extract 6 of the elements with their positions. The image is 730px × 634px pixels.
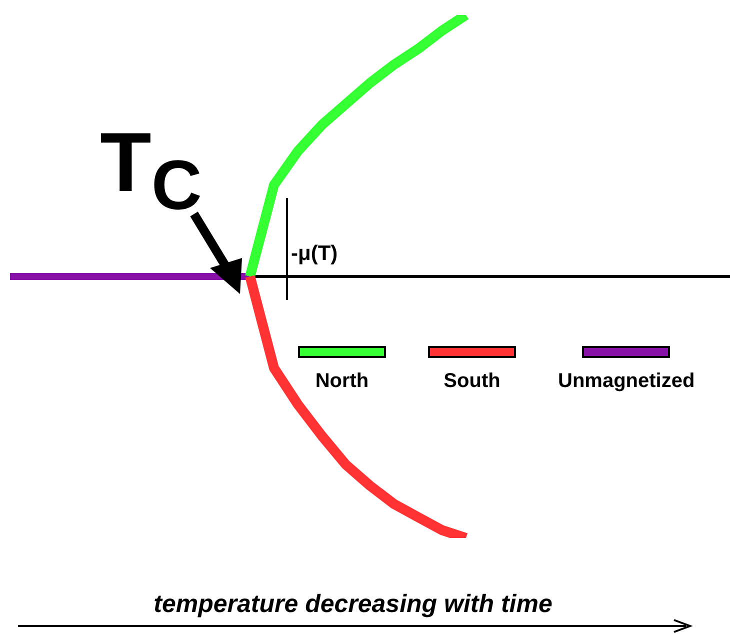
legend-label: Unmagnetized [558,370,695,393]
annotation: -μ(T) [291,242,338,266]
x-axis-title: temperature decreasing with time [152,590,554,619]
legend-label: South [444,370,500,393]
legend-label: North [315,370,369,393]
annotation: T$_{C}$ [100,115,202,224]
